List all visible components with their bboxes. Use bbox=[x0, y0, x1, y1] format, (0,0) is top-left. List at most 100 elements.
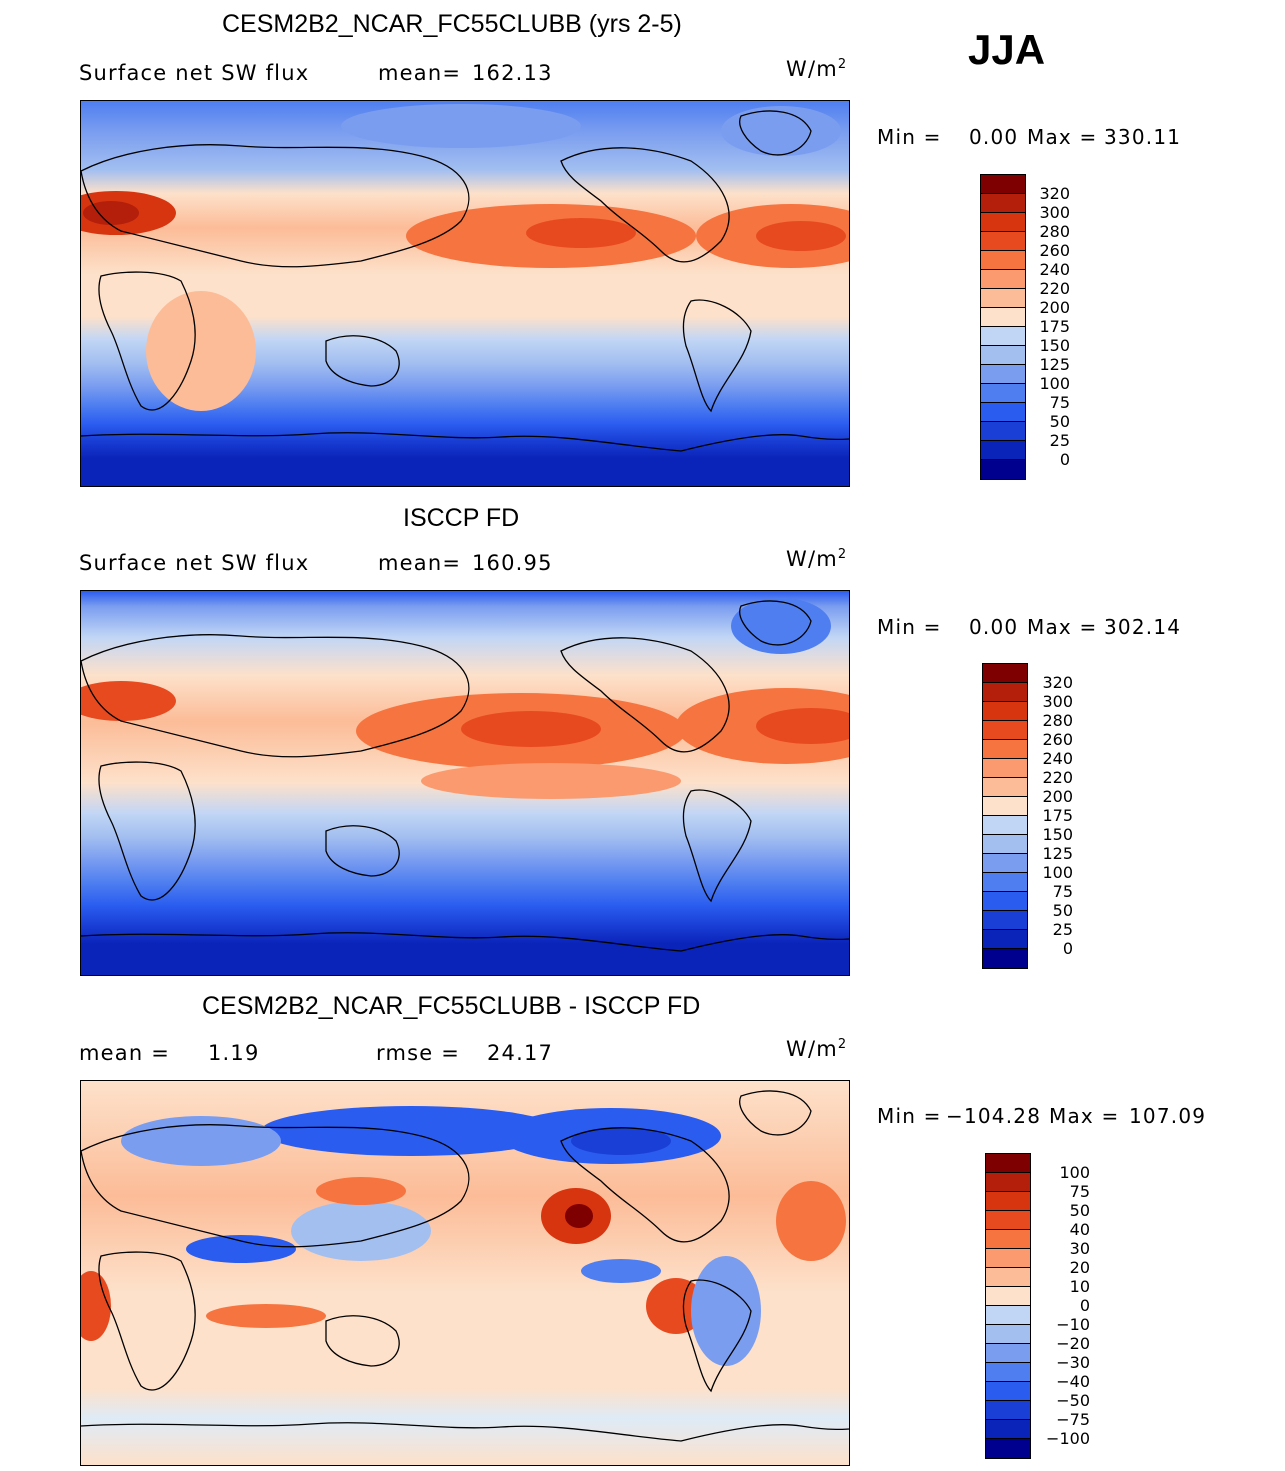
panel-3-coastlines bbox=[81, 1090, 849, 1442]
colorbar-cell bbox=[981, 403, 1025, 422]
panel-1-coastlines bbox=[81, 110, 849, 452]
p3-blob-europe-neg bbox=[121, 1116, 281, 1166]
p3-coast-africa bbox=[98, 1251, 196, 1391]
p3-blob-io-pos bbox=[206, 1304, 326, 1328]
panel-3-title: CESM2B2_NCAR_FC55CLUBB - ISCCP FD bbox=[202, 992, 701, 1020]
p3-blob-peru-pos bbox=[646, 1278, 706, 1334]
p1-coast-australia bbox=[325, 335, 400, 387]
p3-coast-samerica bbox=[682, 1279, 752, 1393]
panel-3-features bbox=[81, 1106, 846, 1366]
colorbar-cell bbox=[981, 327, 1025, 346]
colorbar-tick-label: 100 bbox=[1039, 374, 1070, 393]
colorbar-tick-label: 75 bbox=[1052, 882, 1073, 901]
p2-coast-africa bbox=[98, 761, 196, 901]
colorbar-cell bbox=[983, 873, 1027, 892]
panel-1-map bbox=[80, 100, 850, 487]
colorbar-tick-label: 50 bbox=[1049, 412, 1070, 431]
colorbar-tick-label: 0 bbox=[1079, 1296, 1090, 1315]
p2-coast-australia bbox=[325, 825, 400, 877]
colorbar-cell bbox=[981, 175, 1025, 194]
p3-blob-arctic-core bbox=[571, 1127, 671, 1155]
colorbar-cell bbox=[986, 1325, 1030, 1344]
colorbar-cell bbox=[981, 422, 1025, 441]
panel-1-title: CESM2B2_NCAR_FC55CLUBB (yrs 2-5) bbox=[222, 10, 682, 38]
panel-3-map-svg bbox=[81, 1081, 849, 1465]
colorbar-cell bbox=[986, 1439, 1030, 1458]
panel-1-units: W/m2 bbox=[786, 57, 848, 81]
colorbar-cell bbox=[983, 854, 1027, 873]
panel-3-units: W/m2 bbox=[786, 1037, 848, 1061]
p3-blob-samer-neg bbox=[691, 1256, 761, 1366]
colorbar-tick-label: 280 bbox=[1042, 711, 1073, 730]
colorbar-cell bbox=[981, 213, 1025, 232]
p2-coast-greenland bbox=[739, 600, 812, 646]
colorbar-tick-label: 30 bbox=[1069, 1239, 1090, 1258]
colorbar-cell bbox=[983, 683, 1027, 702]
panel-2-map-svg bbox=[81, 591, 849, 975]
colorbar-cell bbox=[983, 892, 1027, 911]
p1-blob-mideast-core bbox=[83, 201, 139, 225]
p2-blob-natl-core bbox=[756, 708, 849, 744]
colorbar-cell bbox=[983, 740, 1027, 759]
p3-blob-npac-core bbox=[565, 1204, 593, 1228]
colorbar-cell bbox=[981, 441, 1025, 460]
colorbar-cell bbox=[986, 1363, 1030, 1382]
p3-blob-china-pos bbox=[316, 1177, 406, 1205]
p3-blob-epac-neg bbox=[581, 1259, 661, 1283]
p1-coast-samerica bbox=[682, 299, 752, 413]
panel-3-colorbar bbox=[985, 1153, 1031, 1459]
colorbar-cell bbox=[983, 949, 1027, 968]
panel-2-coastlines bbox=[81, 600, 849, 952]
panel-3-min-label: Min = bbox=[877, 1104, 942, 1128]
colorbar-cell bbox=[983, 930, 1027, 949]
colorbar-tick-label: 175 bbox=[1039, 317, 1070, 336]
p1-blob-natl-core bbox=[756, 221, 846, 251]
colorbar-tick-label: −20 bbox=[1056, 1334, 1090, 1353]
colorbar-tick-label: 300 bbox=[1042, 692, 1073, 711]
colorbar-tick-label: −30 bbox=[1056, 1353, 1090, 1372]
panel-2-min-value: 0.00 bbox=[969, 615, 1019, 639]
panel-1-mean-value: 162.13 bbox=[472, 61, 553, 85]
p1-coast-namerica bbox=[560, 147, 730, 263]
colorbar-cell bbox=[986, 1192, 1030, 1211]
season-label: JJA bbox=[968, 26, 1046, 73]
colorbar-tick-label: 220 bbox=[1042, 768, 1073, 787]
panel-1-mean-label: mean= bbox=[378, 61, 462, 85]
panel-2-mean-label: mean= bbox=[378, 551, 462, 575]
colorbar-tick-label: 125 bbox=[1039, 355, 1070, 374]
colorbar-cell bbox=[986, 1344, 1030, 1363]
colorbar-tick-label: −40 bbox=[1056, 1372, 1090, 1391]
panel-1-max-value: 330.11 bbox=[1104, 125, 1182, 149]
panel-3-rmse-label: rmse = bbox=[376, 1041, 461, 1065]
panel-3-mean-value: 1.19 bbox=[208, 1041, 260, 1065]
colorbar-tick-label: 240 bbox=[1039, 260, 1070, 279]
p3-blob-india-neg bbox=[186, 1235, 296, 1263]
colorbar-cell bbox=[981, 270, 1025, 289]
panel-2-max-label: Max = bbox=[1027, 615, 1098, 639]
colorbar-cell bbox=[983, 911, 1027, 930]
panel-3-min-value: −104.28 bbox=[946, 1104, 1042, 1128]
p1-coast-greenland bbox=[739, 110, 812, 156]
p2-blob-mideast bbox=[81, 681, 176, 721]
p3-blob-wpac-neg bbox=[291, 1201, 431, 1261]
colorbar-tick-label: 100 bbox=[1042, 863, 1073, 882]
colorbar-tick-label: 260 bbox=[1042, 730, 1073, 749]
panel-3-max-value: 107.09 bbox=[1129, 1104, 1207, 1128]
panel-2-mean-value: 160.95 bbox=[472, 551, 553, 575]
p1-blob-npac-core bbox=[526, 218, 636, 248]
p3-blob-natl-pos bbox=[776, 1181, 846, 1261]
p3-coast-australia bbox=[325, 1315, 400, 1367]
colorbar-tick-label: 150 bbox=[1039, 336, 1070, 355]
colorbar-cell bbox=[986, 1268, 1030, 1287]
colorbar-tick-label: 280 bbox=[1039, 222, 1070, 241]
colorbar-cell bbox=[981, 194, 1025, 213]
p1-coast-antarctica bbox=[81, 432, 849, 452]
colorbar-cell bbox=[986, 1382, 1030, 1401]
colorbar-tick-label: 125 bbox=[1042, 844, 1073, 863]
colorbar-cell bbox=[986, 1306, 1030, 1325]
p2-coast-namerica bbox=[560, 637, 730, 753]
p2-coast-samerica bbox=[682, 789, 752, 903]
colorbar-cell bbox=[983, 759, 1027, 778]
colorbar-tick-label: 260 bbox=[1039, 241, 1070, 260]
colorbar-cell bbox=[981, 460, 1025, 479]
